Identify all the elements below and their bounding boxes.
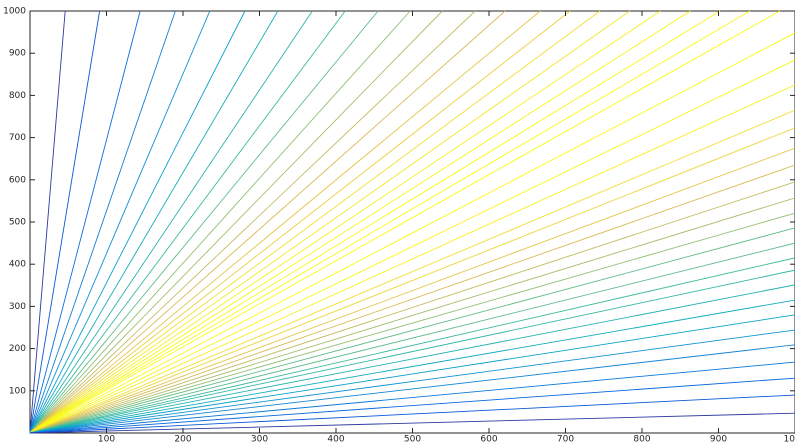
- y-tick-label: 100: [9, 386, 26, 396]
- contour-line: [29, 329, 795, 434]
- x-tick-label: 1000: [784, 435, 795, 443]
- contour-line: [29, 10, 101, 434]
- y-tick-label: 500: [9, 218, 26, 228]
- contour-line: [29, 361, 795, 434]
- contour-line: [29, 10, 631, 434]
- contour-line: [29, 10, 601, 434]
- x-tick-label: 600: [480, 435, 497, 443]
- contour-line: [29, 10, 279, 434]
- y-tick-label: 800: [9, 91, 26, 101]
- contour-line: [29, 109, 795, 434]
- y-tick-label: 300: [9, 302, 26, 312]
- y-tick-label: 400: [9, 260, 26, 270]
- contour-line: [29, 32, 795, 434]
- x-tick-label: 800: [633, 435, 650, 443]
- contour-line: [29, 10, 379, 434]
- x-tick-label: 900: [710, 435, 727, 443]
- x-tick-label: 300: [251, 435, 268, 443]
- contour-line: [29, 59, 795, 434]
- contour-line: [29, 10, 506, 434]
- contour-line: [29, 212, 795, 434]
- x-tick-label: 500: [404, 435, 421, 443]
- y-tick-label: 900: [9, 49, 26, 59]
- contour-line: [29, 84, 795, 434]
- plot-frame: [29, 10, 795, 434]
- contour-line: [29, 10, 141, 434]
- contour-line: [29, 164, 795, 434]
- contour-line: [29, 10, 246, 434]
- y-tick-label: 700: [9, 133, 26, 143]
- contour-line: [29, 10, 571, 434]
- contour-line: [29, 147, 795, 434]
- contour-line: [29, 10, 66, 434]
- contour-line: [29, 10, 751, 434]
- x-tick-label: 400: [327, 435, 344, 443]
- contour-line: [29, 10, 313, 434]
- contour-line: [29, 314, 795, 434]
- contour-line: [29, 10, 476, 434]
- contour-line: [29, 299, 795, 434]
- contour-line: [29, 269, 795, 434]
- contour-line: [29, 10, 780, 434]
- contour-line: [29, 242, 795, 434]
- contour-line: [29, 394, 795, 434]
- contour-line: [29, 227, 795, 434]
- contour-line: [29, 197, 795, 434]
- contour-line: [29, 181, 795, 434]
- x-tick-label: 100: [98, 435, 115, 443]
- x-tick-label: 200: [174, 435, 191, 443]
- contour-line: [29, 10, 411, 434]
- contour-line: [29, 10, 691, 434]
- contour-line: [29, 10, 721, 434]
- contour-line: [29, 412, 795, 434]
- contour-line: [29, 10, 541, 434]
- contour-line: [29, 10, 211, 434]
- y-tick-label: 200: [9, 344, 26, 354]
- contour-line: [29, 10, 346, 434]
- contour-line: [29, 377, 795, 434]
- x-tick-label: 700: [557, 435, 574, 443]
- contour-line: [29, 10, 176, 434]
- contour-line: [29, 257, 795, 434]
- contour-line: [29, 284, 795, 434]
- contour-line: [29, 127, 795, 434]
- y-tick-label: 1000: [3, 7, 26, 17]
- y-tick-label: 600: [9, 175, 26, 185]
- contour-line: [29, 10, 661, 434]
- contour-line: [29, 344, 795, 434]
- contour-line: [29, 10, 443, 434]
